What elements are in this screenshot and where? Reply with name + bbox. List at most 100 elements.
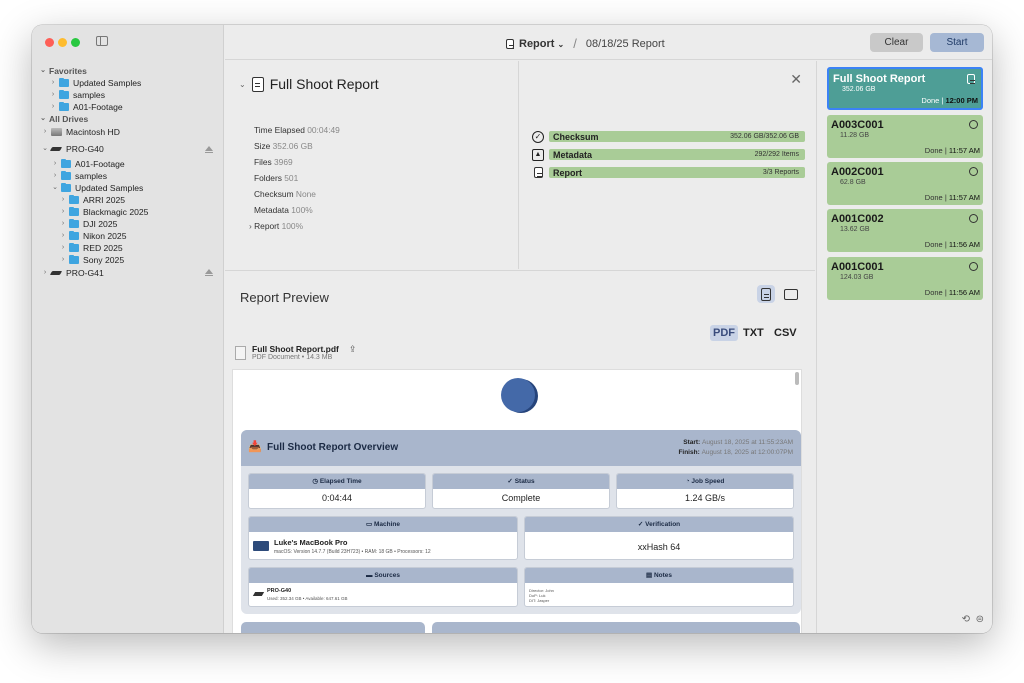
eject-icon[interactable] (205, 269, 213, 277)
folder-icon (69, 242, 79, 252)
job-item-a001c001[interactable]: A001C001 124.03 GB Done | 11:56 AM (827, 257, 983, 300)
sidebar-item-arri-2025[interactable]: › ARRI 2025 (39, 194, 217, 206)
sidebar-toggle-icon[interactable] (96, 36, 108, 46)
report-row[interactable]: › Report 100% (249, 221, 304, 231)
chevron-right-icon[interactable]: › (43, 128, 47, 135)
verification-card: ✓ Verification xxHash 64 (524, 516, 794, 560)
report-menu[interactable]: Report ⌄ (519, 37, 565, 50)
chevron-right-icon[interactable]: › (61, 220, 65, 227)
sidebar-item-g40-a01-footage[interactable]: › A01-Footage (39, 158, 217, 170)
clear-button[interactable]: Clear (870, 33, 923, 52)
zoom-window-button[interactable] (71, 38, 80, 47)
close-window-button[interactable] (45, 38, 54, 47)
close-icon[interactable]: ✕ (790, 71, 802, 87)
external-drive-icon (49, 147, 63, 151)
filter-icon[interactable]: ⊜ (975, 614, 984, 625)
folder-view-button[interactable] (782, 285, 800, 303)
pdf-view-button[interactable] (757, 285, 775, 303)
job-item-full-shoot-report[interactable]: Full Shoot Report 352.06 GB Done | 12:00… (827, 67, 983, 110)
chevron-right-icon[interactable]: › (61, 232, 65, 239)
chevron-down-icon[interactable]: ⌄ (40, 67, 46, 74)
share-icon[interactable]: ⇪ (348, 344, 357, 354)
folder-icon (61, 170, 71, 180)
chevron-down-icon[interactable]: ⌄ (42, 145, 48, 152)
chevron-down-icon[interactable]: ⌄ (40, 115, 46, 122)
job-item-a001c002[interactable]: A001C002 13.62 GB Done | 11:56 AM (827, 209, 983, 252)
folder-icon (61, 158, 71, 168)
gauge-icon: ◔ (685, 478, 692, 485)
job-item-a002c001[interactable]: A002C001 62.8 GB Done | 11:57 AM (827, 162, 983, 205)
sidebar-item-red-2025[interactable]: › RED 2025 (39, 242, 217, 254)
format-txt-tab[interactable]: TXT (743, 327, 764, 339)
sidebar-item-g40-updated-samples[interactable]: ⌄ Updated Samples (52, 182, 144, 193)
checkmark-circle-icon: ✓ (507, 478, 515, 485)
chevron-right-icon[interactable]: › (51, 103, 55, 110)
chevron-right-icon[interactable]: › (249, 221, 252, 231)
pdf-file-icon (235, 346, 246, 360)
app-logo (501, 378, 535, 412)
format-csv-tab[interactable]: CSV (774, 327, 797, 339)
chevron-right-icon[interactable]: › (43, 269, 47, 276)
pdf-preview[interactable]: 📥 Full Shoot Report Overview Start: Augu… (232, 369, 802, 633)
sidebar-item-sony-2025[interactable]: › Sony 2025 (39, 254, 217, 266)
folder-icon (59, 77, 69, 87)
chevron-right-icon[interactable]: › (51, 79, 55, 86)
job-item-a003c001[interactable]: A003C001 11.28 GB Done | 11:57 AM (827, 115, 983, 158)
chevron-right-icon[interactable]: › (61, 196, 65, 203)
chevron-right-icon[interactable]: › (53, 172, 57, 179)
sidebar-item-dji-2025[interactable]: › DJI 2025 (39, 218, 217, 230)
clip-status-icon (969, 262, 978, 271)
sidebar-item-a01-footage[interactable]: › A01-Footage (39, 101, 217, 113)
report-progress: Report 3/3 Reports (532, 166, 805, 179)
report-preview: Report Preview PDF TXT CSV Full Shoot Re… (225, 270, 815, 633)
minimize-window-button[interactable] (58, 38, 67, 47)
file-info: Full Shoot Report.pdf PDF Document • 14.… (235, 344, 356, 361)
metadata-row: Metadata 100% (254, 205, 313, 215)
checksum-row: Checksum None (254, 189, 316, 199)
sidebar-item-nikon-2025[interactable]: › Nikon 2025 (39, 230, 217, 242)
document-icon (251, 76, 264, 92)
chevron-right-icon[interactable]: › (53, 160, 57, 167)
chevron-right-icon[interactable]: › (51, 91, 55, 98)
elapsed-time-card: ◷ Elapsed Time 0:04:44 (248, 473, 426, 509)
sidebar-item-updated-samples[interactable]: › Updated Samples (39, 77, 217, 89)
breadcrumb-separator: / (573, 36, 577, 51)
sidebar-item-pro-g40[interactable]: ⌄ PRO-G40 (39, 143, 217, 155)
external-drive-icon (49, 271, 63, 275)
job-queue: Full Shoot Report 352.06 GB Done | 12:00… (816, 61, 992, 633)
folder-icon (69, 218, 79, 228)
chevron-down-icon[interactable]: ⌄ (239, 79, 246, 89)
sidebar-item-g40-samples[interactable]: › samples (39, 170, 217, 182)
sidebar-item-pro-g41[interactable]: › PRO-G41 (39, 266, 217, 280)
clock-icon: ◷ (312, 478, 320, 485)
document-icon (532, 166, 544, 179)
status-card: ✓ Status Complete (432, 473, 610, 509)
chevron-right-icon[interactable]: › (61, 256, 65, 263)
folder-icon (784, 288, 798, 300)
sidebar-item-samples[interactable]: › samples (39, 89, 217, 101)
source-tree: ⌄ Favorites › Updated Samples › samples › A0… (39, 65, 217, 280)
next-section-card (241, 622, 425, 633)
history-icon[interactable]: ⟲ (961, 614, 970, 625)
clip-status-icon (969, 120, 978, 129)
scrollbar[interactable] (795, 372, 799, 385)
report-preview-title: Report Preview (240, 290, 329, 305)
format-pdf-tab[interactable]: PDF (710, 325, 738, 341)
checkmark-circle-icon: ✓ (532, 130, 544, 143)
sidebar-item-macintosh-hd[interactable]: › Macintosh HD (39, 125, 217, 139)
clip-status-icon (969, 167, 978, 176)
eject-icon[interactable] (205, 146, 213, 154)
chevron-down-icon[interactable]: ⌄ (52, 184, 58, 191)
clip-status-icon (969, 214, 978, 223)
chevron-right-icon[interactable]: › (61, 208, 65, 215)
start-button[interactable]: Start (930, 33, 984, 52)
sidebar-item-blackmagic-2025[interactable]: › Blackmagic 2025 (39, 206, 217, 218)
folder-icon (69, 206, 79, 216)
size-row: Size 352.06 GB (254, 141, 313, 151)
metadata-progress-bar: Metadata 292/292 Items (549, 149, 805, 160)
overview-title: Full Shoot Report Overview (267, 442, 399, 453)
all-drives-section[interactable]: ⌄ All Drives (40, 114, 89, 124)
breadcrumb: 08/18/25 Report (585, 37, 665, 50)
chevron-right-icon[interactable]: › (61, 244, 65, 251)
favorites-section[interactable]: ⌄ Favorites (40, 66, 87, 76)
